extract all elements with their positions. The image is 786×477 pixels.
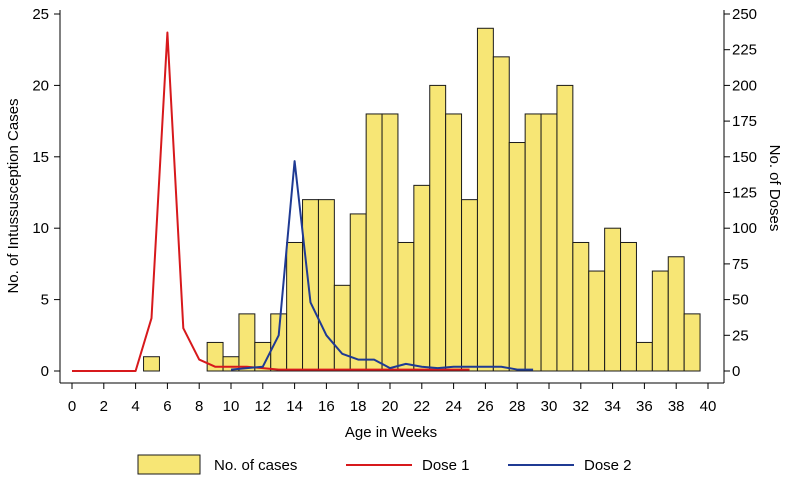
x-tick-label: 32 xyxy=(572,398,589,415)
y-left-tick-label: 10 xyxy=(32,220,49,237)
y-right-tick-label: 250 xyxy=(732,6,757,23)
x-tick-label: 20 xyxy=(382,398,399,415)
x-tick-label: 4 xyxy=(131,398,139,415)
x-tick-label: 6 xyxy=(163,398,171,415)
bar-week-32 xyxy=(572,241,590,372)
x-tick-label: 18 xyxy=(350,398,367,415)
y-left-tick-label: 0 xyxy=(41,363,49,380)
x-tick-label: 28 xyxy=(509,398,526,415)
y-right-tick-label: 125 xyxy=(732,185,757,202)
bar-week-31 xyxy=(556,84,574,372)
x-tick-label: 2 xyxy=(100,398,108,415)
bar-week-28 xyxy=(508,142,526,372)
bar-week-25 xyxy=(461,199,478,372)
y-right-tick-label: 150 xyxy=(732,149,757,166)
legend-dose2-label: Dose 2 xyxy=(584,457,632,474)
y-right-tick-label: 0 xyxy=(732,363,740,380)
line-dose-2 xyxy=(230,160,534,371)
bar-week-5 xyxy=(143,356,160,372)
bar-week-36 xyxy=(635,341,653,372)
x-tick-label: 24 xyxy=(445,398,462,415)
bar-week-13 xyxy=(270,313,288,372)
bar-week-24 xyxy=(445,113,463,372)
legend: No. of cases Dose 1 Dose 2 xyxy=(137,454,632,475)
bar-week-19 xyxy=(365,113,383,372)
y-axis-left-label: No. of Intussusception Cases xyxy=(5,98,22,293)
x-tick-label: 38 xyxy=(668,398,685,415)
x-tick-label: 14 xyxy=(286,398,303,415)
x-tick-label: 30 xyxy=(541,398,558,415)
bar-week-30 xyxy=(540,113,558,372)
x-tick-label: 12 xyxy=(254,398,271,415)
legend-dose1-label: Dose 1 xyxy=(422,457,470,474)
bar-week-16 xyxy=(317,199,335,372)
bar-week-15 xyxy=(302,199,319,372)
bars-layer xyxy=(143,27,701,372)
bar-week-17 xyxy=(333,284,351,372)
bar-week-21 xyxy=(397,241,415,372)
y-axis-right-label: No. of Doses xyxy=(766,145,783,232)
bar-week-20 xyxy=(381,113,399,372)
bar-week-39 xyxy=(683,313,701,372)
y-left-tick-label: 20 xyxy=(32,77,49,94)
ticks-layer: 0 2 4 6 8 10 12 14 16 18 20 22 24 26 28 30 32 34 36 38 40051… xyxy=(32,6,757,415)
y-right-tick-label: 25 xyxy=(732,327,749,344)
y-right-tick-label: 225 xyxy=(732,42,757,59)
bar-week-37 xyxy=(651,270,669,372)
bar-week-23 xyxy=(429,84,447,372)
x-tick-label: 22 xyxy=(413,398,430,415)
bar-week-29 xyxy=(524,113,542,372)
y-left-tick-label: 25 xyxy=(32,6,49,23)
legend-cases-label: No. of cases xyxy=(214,457,297,474)
bar-week-22 xyxy=(413,184,431,372)
lines-layer xyxy=(72,31,534,372)
bar-week-27 xyxy=(492,56,510,372)
x-tick-label: 26 xyxy=(477,398,494,415)
y-right-tick-label: 50 xyxy=(732,292,749,309)
bar-week-11 xyxy=(238,313,256,372)
bar-week-38 xyxy=(667,256,685,372)
y-left-tick-label: 5 xyxy=(41,292,49,309)
bar-week-18 xyxy=(349,213,367,372)
line-dose-1 xyxy=(72,31,470,372)
bar-week-35 xyxy=(620,241,637,372)
x-tick-label: 40 xyxy=(700,398,717,415)
bar-week-34 xyxy=(604,227,622,372)
y-right-tick-label: 75 xyxy=(732,256,749,273)
x-tick-label: 0 xyxy=(68,398,76,415)
bar-week-33 xyxy=(588,270,606,372)
bar-week-26 xyxy=(476,27,494,372)
x-tick-label: 16 xyxy=(318,398,335,415)
x-tick-label: 36 xyxy=(636,398,653,415)
axes-layer xyxy=(59,10,725,384)
y-right-tick-label: 100 xyxy=(732,220,757,237)
legend-cases-swatch xyxy=(137,454,201,475)
x-axis-label: Age in Weeks xyxy=(345,424,437,441)
y-right-tick-label: 175 xyxy=(732,113,757,130)
x-tick-label: 34 xyxy=(604,398,621,415)
y-left-tick-label: 15 xyxy=(32,149,49,166)
x-tick-label: 8 xyxy=(195,398,203,415)
x-tick-label: 10 xyxy=(223,398,240,415)
y-right-tick-label: 200 xyxy=(732,77,757,94)
bar-week-14 xyxy=(286,241,304,372)
